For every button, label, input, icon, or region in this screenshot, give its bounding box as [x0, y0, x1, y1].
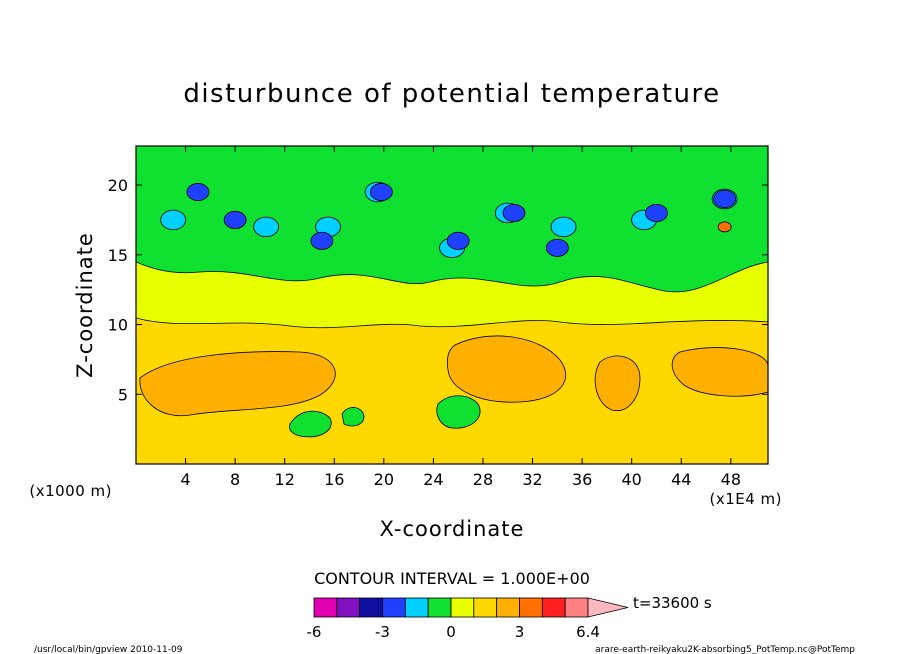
- x-unit-label: (x1000 m): [29, 482, 112, 500]
- colorbar-cell: [336, 597, 361, 618]
- x-multiplier-label: (x1E4 m): [709, 490, 782, 508]
- colorbar-tick-label: 6.4: [576, 623, 600, 641]
- colorbar-cell: [473, 597, 498, 618]
- contour-spot: [223, 210, 247, 229]
- colorbar-cell: [404, 597, 429, 618]
- x-tick-label: 12: [275, 470, 295, 489]
- contour-spot: [253, 216, 280, 238]
- colorbar-tick-label: 0: [446, 623, 456, 641]
- colorbar-cell: [519, 597, 543, 618]
- contour-spot: [186, 183, 210, 202]
- contour-level-pos2: [671, 347, 768, 397]
- contour-level-pos2: [446, 335, 566, 403]
- contour-fills: [136, 146, 768, 464]
- x-tick-label: 28: [473, 470, 493, 489]
- chart-title: disturbunce of potential temperature: [183, 79, 720, 109]
- colorbar-arrow: [587, 597, 629, 618]
- contour-spot: [160, 209, 187, 231]
- contour-level-neg1: [341, 407, 365, 427]
- contour-spot: [717, 221, 732, 233]
- x-tick-label: 44: [671, 470, 691, 489]
- colorbar-cell: [382, 597, 406, 618]
- x-tick-label: 32: [522, 470, 542, 489]
- y-axis-title: Z-coordinate: [73, 232, 97, 378]
- x-axis-title: X-coordinate: [380, 517, 525, 541]
- colorbar-cell: [427, 597, 452, 618]
- footer-right: arare-earth-reikyaku2K-absorbing5_PotTem…: [595, 645, 855, 654]
- x-tick-label: 8: [230, 470, 240, 489]
- colorbar-cell: [313, 597, 338, 618]
- y-tick-label: 10: [108, 316, 128, 335]
- y-axis: 5 10 15 20: [108, 176, 768, 404]
- contour-spots: [160, 181, 738, 259]
- colorbar-cell: [541, 597, 566, 618]
- contour-spot: [645, 203, 668, 222]
- contour-level-pos2: [594, 355, 641, 411]
- contour-interval-label: CONTOUR INTERVAL = 1.000E+00: [314, 569, 590, 588]
- x-tick-label: 4: [180, 470, 190, 489]
- x-tick-label: 16: [324, 470, 344, 489]
- x-tick-label: 48: [721, 470, 741, 489]
- footer-left: /usr/local/bin/gpview 2010-11-09: [34, 645, 183, 654]
- x-tick-label: 36: [572, 470, 592, 489]
- contour-level-pos2: [139, 351, 336, 417]
- contour-level-neg1: [289, 410, 332, 438]
- x-tick-label: 20: [374, 470, 394, 489]
- colorbar: -6 -3 0 3 6.4: [307, 597, 629, 641]
- x-axis: 4 8 12 16 20 24 28 32 36 40 44 48: [180, 146, 741, 489]
- contour-spot: [446, 231, 470, 250]
- contour-spot: [713, 189, 737, 208]
- contour-spot: [369, 183, 393, 202]
- colorbar-tick-label: -6: [307, 623, 322, 641]
- colorbar-cell: [564, 597, 589, 618]
- colorbar-cell: [450, 597, 475, 618]
- colorbar-tick-label: 3: [515, 623, 525, 641]
- contour-spot: [550, 216, 577, 238]
- contour-spot: [310, 231, 334, 250]
- x-tick-label: 40: [622, 470, 642, 489]
- colorbar-cell: [496, 597, 520, 618]
- contour-spot: [502, 203, 526, 222]
- y-tick-label: 5: [118, 385, 128, 404]
- contour-spot: [545, 238, 569, 257]
- colorbar-cell: [359, 597, 383, 618]
- colorbar-tick-label: -3: [375, 623, 390, 641]
- x-tick-label: 24: [423, 470, 443, 489]
- time-label: t=33600 s: [633, 594, 712, 612]
- y-tick-label: 20: [108, 176, 128, 195]
- contour-level-neg1: [436, 395, 481, 429]
- y-tick-label: 15: [108, 246, 128, 265]
- plot-frame: [135, 145, 769, 465]
- contour-level-neg1: [136, 146, 768, 293]
